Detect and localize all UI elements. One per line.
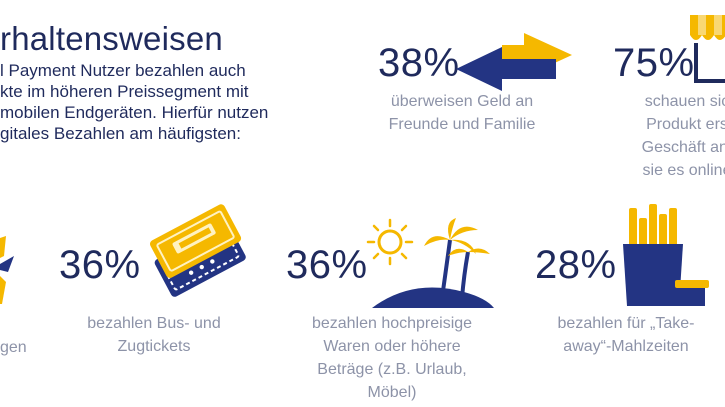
fries-icon — [623, 204, 709, 306]
caption-line: schauen sic — [644, 93, 725, 110]
caption-line: Zugtickets — [117, 338, 191, 355]
page-title: rhaltensweisen — [0, 20, 223, 57]
store-caption: schauen sic Produkt ers Geschäft an, sie… — [612, 90, 725, 182]
partial-caption: gen — [0, 336, 27, 359]
island-sun-icon — [366, 218, 494, 308]
takeaway-percent: 28% — [535, 243, 617, 287]
caption-line: bezahlen für „Take- — [557, 315, 695, 332]
caption-line: Möbel) — [367, 384, 417, 401]
caption-line: bezahlen hochpreisige — [311, 315, 473, 332]
vacation-caption: bezahlen hochpreisige Waren oder höhere … — [290, 312, 494, 404]
intro-line: gitales Bezahlen am häufigsten: — [0, 124, 241, 143]
caption-line: Produkt ers — [646, 116, 725, 133]
ticket-icon — [149, 204, 246, 297]
partial-icon — [0, 236, 14, 304]
intro-text: l Payment Nutzer bezahlen auch kte im hö… — [0, 60, 300, 144]
store-awning-icon — [690, 15, 725, 83]
store-percent: 75% — [613, 41, 695, 85]
caption-line: bezahlen Bus- und — [87, 315, 221, 332]
vacation-percent: 36% — [286, 243, 368, 287]
tickets-percent: 36% — [59, 243, 141, 287]
transfer-arrows-icon — [456, 33, 572, 91]
transfer-percent: 38% — [378, 41, 460, 85]
intro-line: l Payment Nutzer bezahlen auch — [0, 61, 246, 80]
tickets-caption: bezahlen Bus- und Zugtickets — [62, 312, 246, 358]
intro-line: mobilen Endgeräten. Hierfür nutzen — [0, 103, 269, 122]
caption-line: überweisen Geld an — [390, 93, 534, 110]
caption-line: Waren oder höhere — [323, 338, 461, 355]
caption-line: gen — [0, 339, 27, 356]
caption-line: Beträge (z.B. Urlaub, — [317, 361, 467, 378]
takeaway-caption: bezahlen für „Take- away“-Mahlzeiten — [528, 312, 724, 358]
transfer-caption: überweisen Geld an Freunde und Familie — [368, 90, 556, 136]
caption-line: Freunde und Familie — [388, 116, 536, 133]
caption-line: Geschäft an, — [641, 139, 725, 156]
caption-line: away“-Mahlzeiten — [563, 338, 689, 355]
intro-line: kte im höheren Preissegment mit — [0, 82, 249, 101]
caption-line: sie es online — [642, 162, 725, 179]
